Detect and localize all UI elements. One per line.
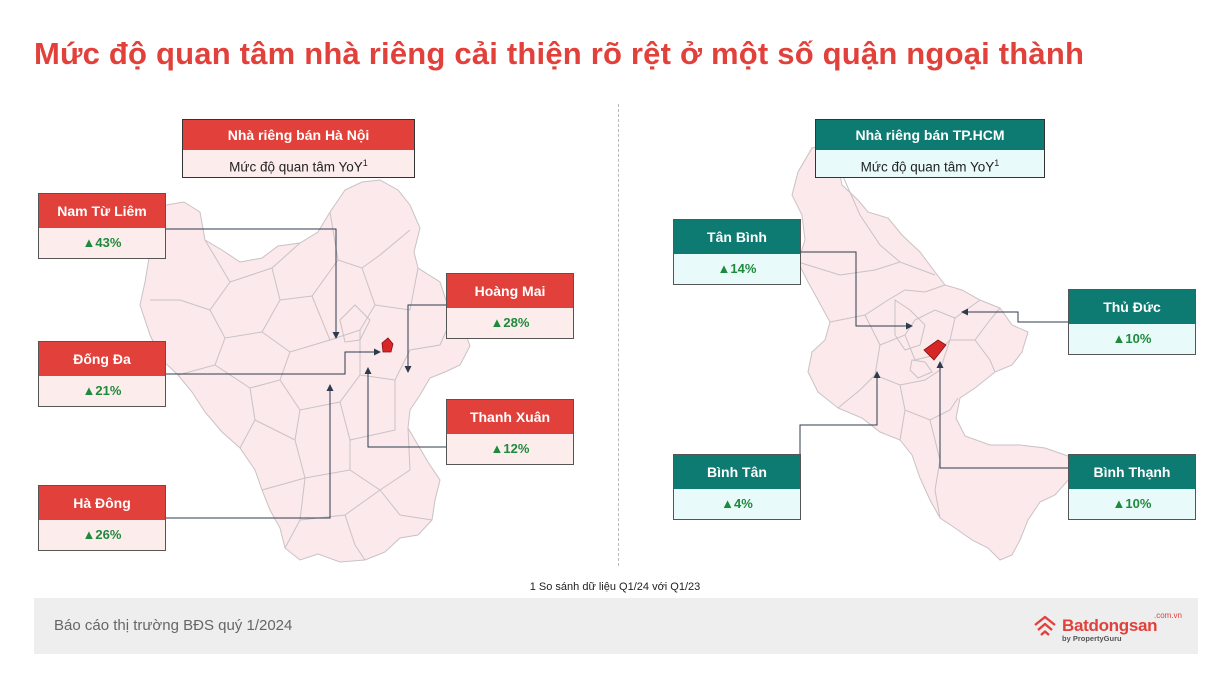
district-name: Bình Thạnh: [1069, 455, 1195, 489]
district-name: Đống Đa: [39, 342, 165, 376]
hanoi-connectors: [164, 228, 446, 519]
district-card-nam-tu-liem: Nam Từ Liêm ▲43%: [38, 193, 166, 259]
hanoi-map: [139, 179, 471, 563]
footnote: 1 So sánh dữ liệu Q1/24 với Q1/23: [529, 581, 701, 593]
connector-nam-tu-liem: [164, 228, 340, 339]
district-card-binh-tan: Bình Tân ▲4%: [673, 454, 801, 520]
hanoi-header-subtitle: Mức độ quan tâm YoY: [229, 159, 363, 175]
hcm-highlight-district: [923, 339, 947, 361]
hanoi-header: Nhà riêng bán Hà Nội Mức độ quan tâm YoY…: [182, 119, 415, 178]
hanoi-outline: [139, 179, 471, 563]
district-card-thanh-xuan: Thanh Xuân ▲12%: [446, 399, 574, 465]
hanoi-highlight-district: [381, 337, 394, 353]
district-name: Tân Bình: [674, 220, 800, 254]
logo-brand: Batdongsan: [1062, 616, 1158, 635]
connector-thu-duc: [961, 308, 1068, 323]
district-change: ▲4%: [674, 489, 800, 519]
hcm-district-borders: [797, 164, 1001, 519]
hanoi-district-borders: [150, 211, 453, 561]
district-card-ha-dong: Hà Đông ▲26%: [38, 485, 166, 551]
hcm-header-subtitle: Mức độ quan tâm YoY: [860, 159, 995, 175]
house-logo-icon: [1034, 615, 1056, 636]
report-label: Báo cáo thị trường BĐS quý 1/2024: [54, 617, 293, 634]
district-card-dong-da: Đống Đa ▲21%: [38, 341, 166, 407]
district-change: ▲14%: [674, 254, 800, 284]
connector-hoang-mai: [404, 304, 446, 373]
district-name: Nam Từ Liêm: [39, 194, 165, 228]
footer-bar: Báo cáo thị trường BĐS quý 1/2024 .com.v…: [34, 598, 1198, 654]
hcm-header: Nhà riêng bán TP.HCM Mức độ quan tâm YoY…: [815, 119, 1045, 178]
connector-dong-da: [164, 348, 381, 375]
district-change: ▲28%: [447, 308, 573, 338]
district-name: Hoàng Mai: [447, 274, 573, 308]
connector-ha-dong: [164, 384, 334, 519]
logo-domain: .com.vn: [1153, 611, 1182, 620]
hanoi-header-subtitle-row: Mức độ quan tâm YoY1: [183, 150, 414, 177]
district-name: Thủ Đức: [1069, 290, 1195, 324]
hcm-header-title: Nhà riêng bán TP.HCM: [816, 120, 1044, 150]
connector-binh-thanh: [936, 361, 1068, 469]
district-name: Thanh Xuân: [447, 400, 573, 434]
district-change: ▲10%: [1069, 324, 1195, 354]
district-name: Bình Tân: [674, 455, 800, 489]
district-name: Hà Đông: [39, 486, 165, 520]
hanoi-header-title: Nhà riêng bán Hà Nội: [183, 120, 414, 150]
district-change: ▲12%: [447, 434, 573, 464]
map-divider: [618, 104, 619, 566]
district-change: ▲21%: [39, 376, 165, 406]
district-card-thu-duc: Thủ Đức ▲10%: [1068, 289, 1196, 355]
district-change: ▲43%: [39, 228, 165, 258]
connector-tan-binh: [800, 251, 913, 330]
hanoi-footnote-mark: 1: [362, 158, 368, 168]
hcm-header-subtitle-row: Mức độ quan tâm YoY1: [816, 150, 1044, 177]
hcm-footnote-mark: 1: [994, 158, 1000, 168]
page-title: Mức độ quan tâm nhà riêng cải thiện rõ r…: [34, 36, 1085, 71]
brand-logo: .com.vn Batdongsan by PropertyGuru: [1032, 610, 1182, 644]
district-change: ▲10%: [1069, 489, 1195, 519]
district-card-tan-binh: Tân Bình ▲14%: [673, 219, 801, 285]
connector-thanh-xuan: [364, 367, 446, 448]
logo-by: by PropertyGuru: [1062, 634, 1122, 643]
hcm-map: [791, 144, 1071, 561]
district-card-binh-thanh: Bình Thạnh ▲10%: [1068, 454, 1196, 520]
district-card-hoang-mai: Hoàng Mai ▲28%: [446, 273, 574, 339]
district-change: ▲26%: [39, 520, 165, 550]
